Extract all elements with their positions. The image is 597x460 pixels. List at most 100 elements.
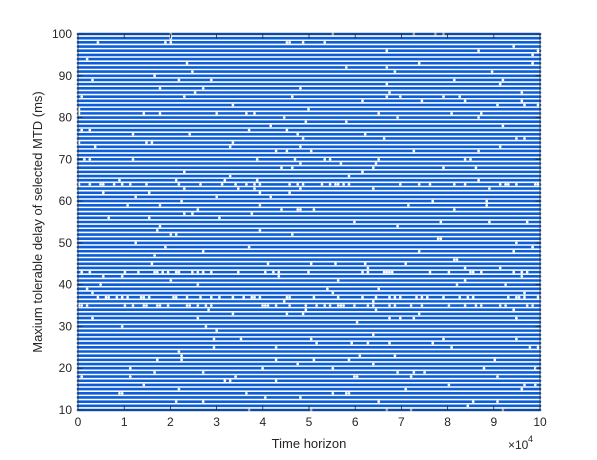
data-point-gap xyxy=(420,304,424,307)
data-point-gap xyxy=(120,274,124,278)
data-point-gap xyxy=(147,216,151,220)
data-point-gap xyxy=(425,295,429,299)
data-point-gap xyxy=(512,249,516,253)
series-row-45 xyxy=(76,262,542,266)
data-point-gap xyxy=(215,329,219,332)
series-row-32 xyxy=(76,316,542,320)
data-point-gap xyxy=(150,262,154,266)
data-point-gap xyxy=(142,304,146,307)
series-row-39 xyxy=(76,287,542,291)
data-point-gap xyxy=(209,295,213,299)
data-point-gap xyxy=(282,116,286,119)
data-point-gap xyxy=(258,191,262,195)
series-row-16 xyxy=(76,383,542,387)
data-point-gap xyxy=(290,166,294,170)
data-point-gap xyxy=(466,404,470,408)
data-point-gap xyxy=(531,245,534,249)
data-point-gap xyxy=(533,183,537,186)
data-point-gap xyxy=(91,316,94,320)
data-point-gap xyxy=(142,112,146,115)
data-point-gap xyxy=(374,308,378,312)
data-point-gap xyxy=(126,203,129,207)
data-point-gap xyxy=(231,103,235,107)
data-point-gap xyxy=(180,358,183,362)
data-point-gap xyxy=(174,295,178,299)
data-point-gap xyxy=(331,391,335,395)
series-row-98 xyxy=(76,41,542,44)
data-point-gap xyxy=(123,270,127,274)
data-point-gap xyxy=(388,270,391,274)
data-point-gap xyxy=(531,304,534,307)
data-point-gap xyxy=(501,78,505,82)
data-point-gap xyxy=(131,157,135,161)
data-point-gap xyxy=(347,174,351,178)
data-point-gap xyxy=(455,258,459,261)
data-point-gap xyxy=(158,86,162,90)
data-point-gap xyxy=(471,295,475,299)
data-point-gap xyxy=(533,366,537,370)
data-point-gap xyxy=(245,112,248,115)
data-point-gap xyxy=(180,354,183,358)
data-point-gap xyxy=(209,304,213,307)
data-point-gap xyxy=(234,375,237,378)
data-point-gap xyxy=(515,137,518,140)
data-point-gap xyxy=(250,212,254,215)
data-point-gap xyxy=(212,345,216,349)
series-row-24 xyxy=(76,350,542,353)
data-point-gap xyxy=(517,295,521,299)
data-point-gap xyxy=(247,128,251,132)
data-point-gap xyxy=(439,237,443,241)
series-row-36 xyxy=(76,300,542,303)
series-row-33 xyxy=(76,312,542,316)
data-point-gap xyxy=(201,400,205,403)
data-point-gap xyxy=(177,387,181,391)
series-row-42 xyxy=(76,274,542,278)
data-point-gap xyxy=(253,112,256,115)
data-point-gap xyxy=(515,241,518,245)
data-point-gap xyxy=(115,295,119,299)
series-row-92 xyxy=(76,66,542,69)
data-point-gap xyxy=(196,316,200,320)
data-point-gap xyxy=(442,166,445,170)
data-point-gap xyxy=(515,295,518,299)
data-point-gap xyxy=(353,375,356,378)
data-point-gap xyxy=(139,295,143,299)
data-point-gap xyxy=(452,258,456,261)
data-point-gap xyxy=(515,316,518,320)
series-row-12 xyxy=(76,400,542,403)
data-point-gap xyxy=(307,270,310,274)
data-point-gap xyxy=(431,199,435,203)
data-point-gap xyxy=(263,304,267,307)
data-point-gap xyxy=(296,183,300,186)
data-point-gap xyxy=(363,262,367,266)
data-point-gap xyxy=(272,270,275,274)
data-point-gap xyxy=(153,270,156,274)
series-row-66 xyxy=(76,174,542,178)
x-tick-label: 8 xyxy=(444,415,451,429)
data-point-gap xyxy=(358,354,362,358)
data-point-gap xyxy=(504,183,507,186)
series-row-28 xyxy=(76,333,542,337)
series-row-52 xyxy=(76,233,542,236)
data-point-gap xyxy=(347,358,351,362)
data-point-gap xyxy=(423,371,426,374)
data-point-gap xyxy=(93,145,97,149)
data-point-gap xyxy=(80,95,84,99)
data-point-gap xyxy=(361,270,364,274)
series-row-82 xyxy=(76,107,542,111)
data-point-gap xyxy=(174,233,178,236)
data-point-gap xyxy=(239,337,243,341)
data-point-gap xyxy=(134,195,138,199)
data-point-gap xyxy=(258,203,262,207)
data-point-gap xyxy=(363,132,367,136)
series-row-67 xyxy=(76,170,542,174)
data-point-gap xyxy=(506,183,510,186)
data-point-gap xyxy=(174,178,178,182)
series-row-93 xyxy=(76,61,542,65)
data-point-gap xyxy=(471,270,475,274)
series-row-65 xyxy=(76,178,542,182)
data-point-gap xyxy=(196,270,200,274)
data-point-gap xyxy=(447,270,451,274)
data-point-gap xyxy=(328,183,332,186)
data-point-gap xyxy=(469,157,472,161)
